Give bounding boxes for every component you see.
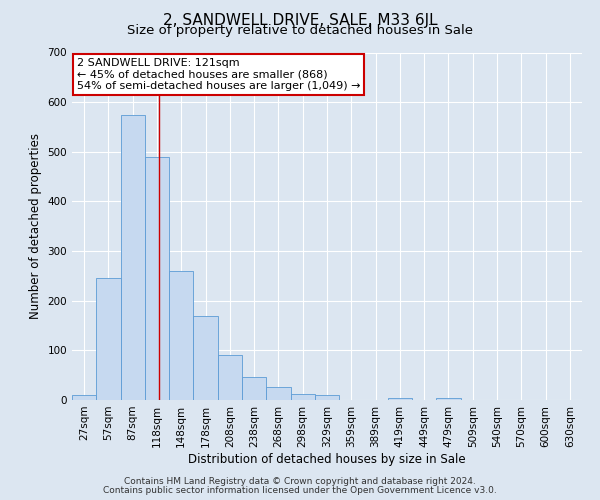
Bar [72, 395, 96, 400]
Text: 2, SANDWELL DRIVE, SALE, M33 6JL: 2, SANDWELL DRIVE, SALE, M33 6JL [163, 12, 437, 28]
Bar [145, 157, 169, 400]
Bar [96, 278, 121, 400]
Text: 2 SANDWELL DRIVE: 121sqm
← 45% of detached houses are smaller (868)
54% of semi-: 2 SANDWELL DRIVE: 121sqm ← 45% of detach… [77, 58, 361, 91]
Bar [218, 356, 242, 400]
Bar [436, 398, 461, 400]
Text: Contains public sector information licensed under the Open Government Licence v3: Contains public sector information licen… [103, 486, 497, 495]
Bar [193, 316, 218, 400]
Bar [169, 271, 193, 400]
X-axis label: Distribution of detached houses by size in Sale: Distribution of detached houses by size … [188, 452, 466, 466]
Bar [315, 395, 339, 400]
Bar [266, 386, 290, 400]
Bar [242, 376, 266, 400]
Text: Size of property relative to detached houses in Sale: Size of property relative to detached ho… [127, 24, 473, 37]
Text: Contains HM Land Registry data © Crown copyright and database right 2024.: Contains HM Land Registry data © Crown c… [124, 477, 476, 486]
Bar [290, 394, 315, 400]
Bar [121, 114, 145, 400]
Y-axis label: Number of detached properties: Number of detached properties [29, 133, 42, 320]
Bar [388, 398, 412, 400]
